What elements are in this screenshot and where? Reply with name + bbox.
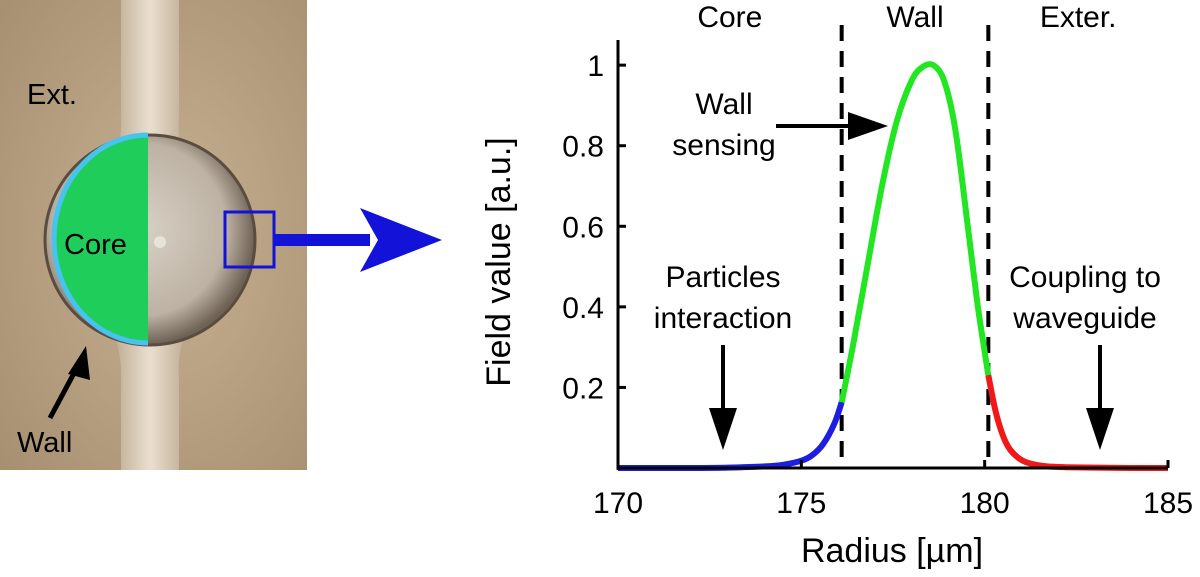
x-tick-label-170: 170 (593, 487, 643, 520)
core-label: Core (64, 229, 127, 261)
region-label-core: Core (697, 1, 762, 34)
field-profile-chart: 170 175 180 185 0.2 0.4 0.6 0.8 1 Core Wall Exter.… (480, 1, 1193, 570)
zoom-arrow (274, 208, 442, 272)
annotation-particles-line2: interaction (654, 302, 792, 335)
x-tick-label-180: 180 (960, 487, 1010, 520)
wall-pointer-head (68, 346, 90, 380)
y-tick-label-0.6: 0.6 (562, 211, 604, 244)
y-axis-label: Field value [a.u.] (480, 137, 518, 386)
bubble-highlight (154, 236, 166, 248)
y-tick-label-0.2: 0.2 (562, 372, 604, 405)
microbubble-photo: Ext. Core Wall (0, 0, 307, 470)
y-tick-label-0.8: 0.8 (562, 131, 604, 164)
x-axis-label: Radius [µm] (801, 532, 983, 570)
y-tick-label-1: 1 (587, 50, 604, 83)
annotations: Wall sensing Particles interaction Coupling … (654, 88, 1161, 450)
annotation-wall-sensing-arrow-head (848, 112, 888, 140)
zoom-arrow-shaft (274, 234, 370, 246)
region-labels: Core Wall Exter. (697, 1, 1116, 34)
wall-label: Wall (17, 427, 72, 459)
wall-outline (51, 132, 149, 346)
chart-axes (616, 40, 1170, 470)
annotation-coupling-line1: Coupling to (1009, 261, 1161, 294)
region-boundaries (839, 25, 991, 468)
annotation-wall-sensing-line2: sensing (672, 129, 775, 162)
field-curve-exterior (985, 374, 1169, 472)
annotation-wall-sensing-line1: Wall (695, 88, 752, 121)
x-tick-label-185: 185 (1143, 487, 1193, 520)
annotation-coupling-arrow-head (1086, 408, 1114, 450)
annotation-particles-arrow-head (709, 408, 737, 450)
region-label-exter: Exter. (1040, 1, 1117, 34)
field-curve-wall (838, 61, 992, 403)
x-tick-label-175: 175 (776, 487, 826, 520)
region-label-wall: Wall (886, 1, 943, 34)
annotation-coupling-line2: waveguide (1012, 302, 1156, 335)
core-half-disc (54, 135, 148, 343)
ext-label: Ext. (27, 79, 77, 111)
zoom-arrow-head (360, 208, 442, 272)
annotation-particles-line1: Particles (665, 261, 780, 294)
tick-labels: 170 175 180 185 0.2 0.4 0.6 0.8 1 (562, 50, 1193, 520)
y-tick-label-0.4: 0.4 (562, 292, 604, 325)
